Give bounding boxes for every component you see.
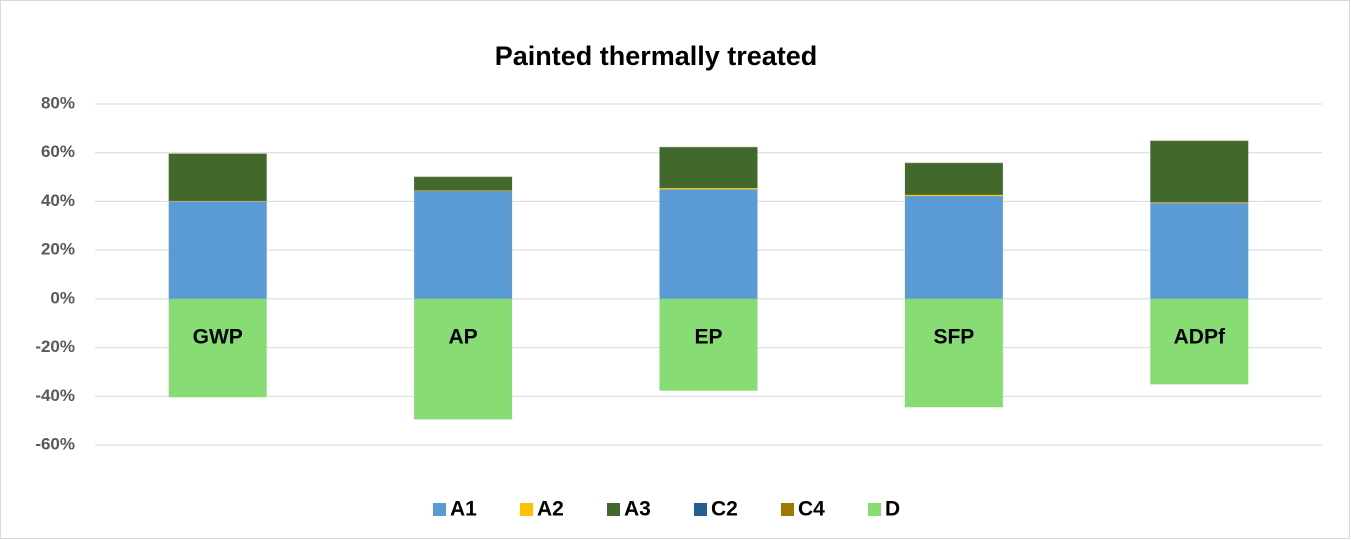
legend-swatch [433, 503, 446, 516]
legend-swatch [607, 503, 620, 516]
bar-segment [659, 188, 758, 190]
legend-label: C4 [798, 498, 825, 521]
bar-segment [168, 201, 267, 299]
bar-segment [1150, 202, 1249, 204]
category-label: EP [694, 325, 722, 348]
y-tick-label: -20% [35, 337, 75, 356]
category-label: ADPf [1174, 325, 1226, 348]
legend-label: A1 [450, 498, 477, 521]
legend-swatch [694, 503, 707, 516]
bar-segment [904, 196, 1003, 299]
legend-swatch [781, 503, 794, 516]
bar-segment [904, 194, 1003, 197]
y-tick-label: 40% [41, 191, 75, 210]
legend-label: C2 [711, 498, 738, 521]
legend-label: A2 [537, 498, 564, 521]
bar-segment [414, 177, 513, 191]
bar-segment [904, 163, 1003, 195]
y-tick-label: 80% [41, 93, 75, 112]
chart-title: Painted thermally treated [495, 41, 818, 71]
bar-segment [659, 147, 758, 189]
category-label: GWP [193, 325, 243, 348]
bar-segment [1150, 203, 1249, 299]
bar-segment [168, 153, 267, 201]
bar-segment [904, 298, 1003, 408]
legend-swatch [868, 503, 881, 516]
y-tick-label: 60% [41, 142, 75, 161]
bar-segment [659, 189, 758, 299]
bar-segment [659, 298, 758, 391]
legend-label: A3 [624, 498, 651, 521]
y-tick-label: 0% [50, 288, 75, 307]
y-tick-label: -40% [35, 386, 75, 405]
category-label: AP [449, 325, 478, 348]
y-tick-label: 20% [41, 240, 75, 259]
legend-swatch [520, 503, 533, 516]
bar-segment [414, 190, 513, 299]
bar-segment [168, 298, 267, 398]
bar-segment [414, 298, 513, 420]
bar-segment [1150, 298, 1249, 385]
bar-segment [1150, 141, 1249, 203]
legend-label: D [885, 498, 900, 521]
y-tick-label: -60% [35, 434, 75, 453]
category-label: SFP [933, 325, 974, 348]
